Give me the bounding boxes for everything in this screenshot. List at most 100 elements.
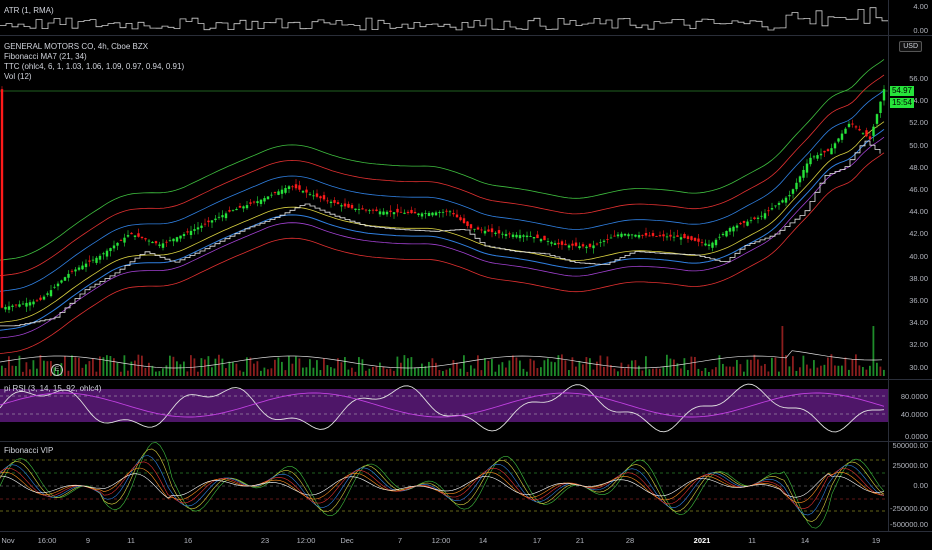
volume-bar <box>340 362 343 376</box>
volume-bar <box>652 368 654 376</box>
candle-body <box>238 205 242 208</box>
candle-body <box>144 238 147 240</box>
vip-title[interactable]: Fibonacci VIP <box>4 446 54 455</box>
candle-body <box>308 193 312 195</box>
candle-body <box>95 257 98 263</box>
candle-body <box>119 240 123 242</box>
candle-body <box>812 156 816 158</box>
candle-body <box>161 243 165 248</box>
vip-line <box>0 448 885 522</box>
time-tick: 28 <box>625 536 635 545</box>
candle-body <box>448 211 452 213</box>
volume-bar <box>263 367 266 376</box>
candle-body <box>497 230 501 234</box>
earnings-marker-icon[interactable]: E <box>51 364 63 376</box>
rsi-line <box>0 383 885 433</box>
volume-bar <box>484 358 486 376</box>
price-tick: 54.00 <box>909 96 928 106</box>
candle-body <box>851 123 854 125</box>
price-tick: 50.00 <box>909 140 928 150</box>
band-lower-yellow <box>0 121 885 323</box>
volume-bar <box>204 359 206 376</box>
volume-bar <box>596 361 598 376</box>
main-price-chart <box>0 59 888 376</box>
candle-body <box>469 224 473 229</box>
time-tick: 17 <box>532 536 542 545</box>
candle-body <box>60 280 63 283</box>
candle-body <box>735 225 739 228</box>
volume-bar <box>697 368 700 376</box>
volume-bar <box>358 357 360 376</box>
indicator-fibonacci-ma7[interactable]: Fibonacci MA7 (21, 34) <box>4 52 87 61</box>
candle-body <box>774 205 777 207</box>
volume-bar <box>312 367 315 376</box>
volume-bar <box>480 370 483 376</box>
candle-body <box>252 201 256 203</box>
candle-body <box>861 133 865 135</box>
volume-bar <box>834 365 836 376</box>
candle-body <box>536 234 539 239</box>
volume-bar <box>99 356 101 376</box>
candle-body <box>700 241 704 243</box>
volume-bar <box>869 365 871 376</box>
volume-bar <box>316 360 318 376</box>
candle-body <box>207 220 210 223</box>
volume-bar <box>29 369 31 376</box>
candle-body <box>277 191 280 195</box>
currency-button[interactable]: USD <box>899 41 922 52</box>
candle-body <box>753 217 756 219</box>
volume-bar <box>711 369 714 376</box>
indicator-ttc[interactable]: TTC (ohlc4, 6, 1, 1.03, 1.06, 1.09, 0.97… <box>4 62 185 71</box>
candle-body <box>361 208 364 210</box>
volume-bar <box>533 360 535 376</box>
volume-bar <box>445 369 448 376</box>
price-tick: 36.00 <box>909 296 928 305</box>
volume-bar <box>421 363 423 376</box>
volume-bar <box>820 365 822 376</box>
vip-line <box>0 442 885 529</box>
candle-body <box>91 259 95 261</box>
volume-bar <box>270 368 273 376</box>
candle-body <box>231 210 235 212</box>
candle-body <box>522 235 525 237</box>
candle-body <box>809 157 812 165</box>
volume-bar <box>375 365 378 376</box>
candle-body <box>378 211 382 215</box>
volume-bar <box>67 370 70 376</box>
candle-body <box>732 226 735 232</box>
volume-bar <box>344 357 346 376</box>
candle-body <box>77 267 81 270</box>
volume-bar <box>575 366 577 376</box>
volume-bar <box>487 360 490 376</box>
volume-bar <box>92 358 94 376</box>
candle-body <box>417 213 420 216</box>
vip-line <box>0 461 885 510</box>
candle-body <box>242 206 245 209</box>
candle-body <box>291 186 294 188</box>
candle-body <box>459 217 462 221</box>
volume-bar <box>165 365 168 376</box>
volume-bar <box>298 358 301 376</box>
candle-body <box>686 236 690 240</box>
candle-body <box>483 230 487 234</box>
candle-body <box>606 239 609 240</box>
volume-bar <box>190 355 192 376</box>
rsi-title[interactable]: pi RSI (3, 14, 15, 92, ohlc4) <box>4 384 102 393</box>
candle-body <box>168 240 172 242</box>
candle-body <box>816 155 819 159</box>
volume-bar <box>753 354 756 376</box>
candle-body <box>413 211 417 214</box>
symbol-title[interactable]: GENERAL MOTORS CO, 4h, Cboe BZX <box>4 42 149 51</box>
volume-bar <box>64 356 66 376</box>
candle-body <box>847 123 851 127</box>
volume-bar <box>291 363 294 376</box>
volume-bar <box>1 365 3 376</box>
indicator-volume[interactable]: Vol (12) <box>4 72 32 81</box>
volume-bar <box>841 365 843 376</box>
candle-body <box>98 255 102 260</box>
time-tick: Nov <box>1 536 15 545</box>
candle-body <box>434 212 438 216</box>
price-tick: 38.00 <box>909 273 928 283</box>
time-tick: 7 <box>397 536 403 545</box>
